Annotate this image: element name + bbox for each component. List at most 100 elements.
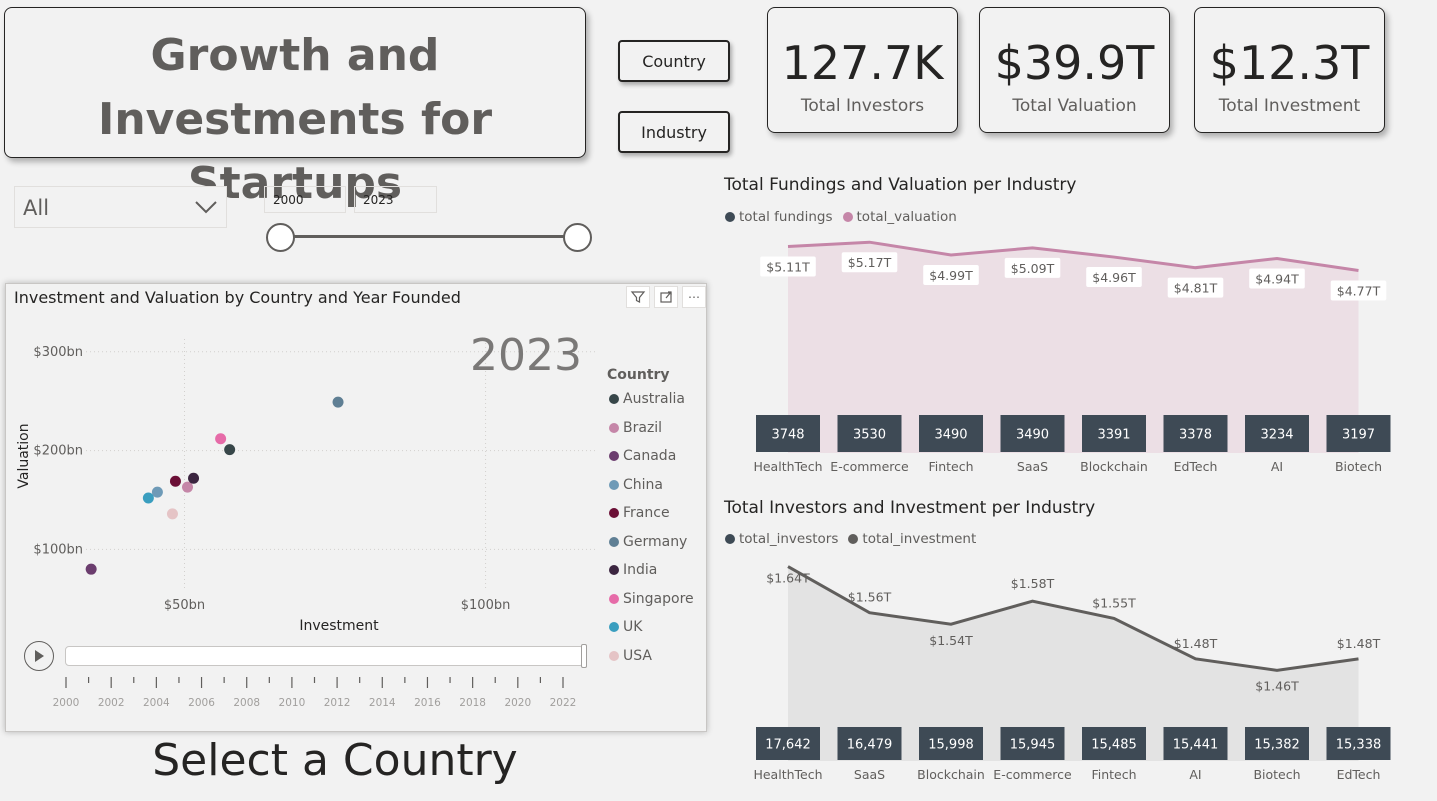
filter-icon[interactable] xyxy=(626,286,650,308)
year-slider-start-handle[interactable] xyxy=(266,223,295,252)
scatter-point-usa xyxy=(166,508,178,520)
more-options-icon[interactable]: ⋯ xyxy=(682,286,706,308)
bar-value-label: 3490 xyxy=(934,428,967,443)
bar-value-label: 3530 xyxy=(853,428,886,443)
line-label-box xyxy=(923,264,979,285)
line-label-box xyxy=(1249,268,1305,289)
country-dropdown[interactable]: All xyxy=(14,186,227,228)
bar-value-label: 16,479 xyxy=(847,738,893,753)
year-slider-track[interactable] xyxy=(281,235,578,238)
category-label: E-commerce xyxy=(830,459,909,474)
kpi-total-valuation: $39.9T Total Valuation xyxy=(979,7,1170,133)
timeline-tick-label: 2018 xyxy=(459,697,486,709)
timeline-tick-label: 2014 xyxy=(369,697,396,709)
play-axis-handle[interactable] xyxy=(581,644,587,668)
timeline-tick-label: 2016 xyxy=(414,697,441,709)
legend-dot xyxy=(609,394,619,404)
year-start-input[interactable]: 2000 xyxy=(264,186,346,213)
dropdown-selected-value: All xyxy=(23,196,50,220)
legend-label: total_investors xyxy=(739,531,839,547)
focus-mode-icon[interactable] xyxy=(654,286,678,308)
category-label: HealthTech xyxy=(753,767,822,782)
legend-item-australia[interactable]: Australia xyxy=(609,391,685,407)
kpi-label: Total Valuation xyxy=(1012,96,1137,116)
category-label: Blockchain xyxy=(917,767,985,782)
legend-item-india[interactable]: India xyxy=(609,562,657,578)
category-label: Biotech xyxy=(1253,767,1300,782)
bar-value-label: 15,338 xyxy=(1336,738,1382,753)
legend-title: Country xyxy=(607,367,670,383)
legend-item-singapore[interactable]: Singapore xyxy=(609,591,694,607)
legend-dot xyxy=(725,212,735,222)
chevron-down-icon xyxy=(195,201,217,214)
category-label: SaaS xyxy=(854,767,885,782)
line-area-fill xyxy=(788,566,1359,761)
legend-item-france[interactable]: France xyxy=(609,505,670,521)
legend-label: Canada xyxy=(623,448,677,464)
bar-biotech xyxy=(1326,415,1391,452)
bar-healthtech xyxy=(756,727,820,760)
legend-label: Brazil xyxy=(623,419,663,436)
kpi-value: $12.3T xyxy=(1209,36,1370,90)
category-label: EdTech xyxy=(1174,459,1218,474)
category-label: Biotech xyxy=(1335,459,1382,474)
legend-item-usa[interactable]: USA xyxy=(609,648,652,664)
x-tick-label: $50bn xyxy=(164,598,205,613)
kpi-label: Total Investors xyxy=(800,96,925,116)
bar-fintech xyxy=(1082,727,1146,760)
scatter-point-uk xyxy=(142,492,154,504)
play-icon xyxy=(35,650,44,662)
fundings-valuation-legend: total fundings total_valuation xyxy=(725,209,957,225)
legend-item-uk[interactable]: UK xyxy=(609,619,642,635)
investors-investment-chart[interactable]: 17,642 HealthTech 16,479 SaaS 15,998 Blockcha… xyxy=(750,555,1430,795)
play-axis-year: 2023 xyxy=(470,330,582,381)
line-label-box xyxy=(760,256,816,277)
category-label: AI xyxy=(1189,767,1201,782)
line-value-label: $4.94T xyxy=(1255,271,1299,286)
scatter-point-brazil xyxy=(182,481,194,493)
legend-dot xyxy=(609,479,619,490)
investors-investment-chart-title: Total Investors and Investment per Indus… xyxy=(724,498,1096,518)
timeline-tick-label: 2012 xyxy=(324,697,351,709)
bar-value-label: 3378 xyxy=(1179,428,1212,443)
scatter-point-china xyxy=(151,486,163,498)
bar-value-label: 3234 xyxy=(1260,428,1293,443)
year-slider-end-handle[interactable] xyxy=(563,223,592,252)
play-axis-track[interactable] xyxy=(65,646,584,666)
legend-dot xyxy=(609,508,619,518)
country-button[interactable]: Country xyxy=(618,40,730,82)
scatter-point-canada xyxy=(85,563,97,575)
line-label-box xyxy=(1330,280,1387,301)
bar-value-label: 3391 xyxy=(1097,428,1130,443)
legend-item-brazil[interactable]: Brazil xyxy=(609,420,662,436)
fundings-valuation-chart[interactable]: 3748 HealthTech 3530 E-commerce 3490 Fintech 3… xyxy=(750,225,1430,485)
dashboard-title: Growth and Investments for Startups xyxy=(97,30,493,209)
line-value-label: $4.96T xyxy=(1092,270,1136,285)
timeline-tick-label: 2006 xyxy=(188,697,215,709)
line-value-label: $1.46T xyxy=(1255,678,1299,693)
line-value-label: $4.77T xyxy=(1337,284,1381,299)
year-end-input[interactable]: 2023 xyxy=(354,186,437,213)
bar-e-commerce xyxy=(837,415,902,452)
line-value-label: $4.99T xyxy=(929,268,973,283)
legend-dot xyxy=(609,422,619,433)
category-label: Fintech xyxy=(928,459,973,474)
line-value-label: $5.17T xyxy=(848,255,892,270)
legend-item-germany[interactable]: Germany xyxy=(609,534,687,550)
scatter-point-australia xyxy=(224,444,236,456)
bar-fintech xyxy=(919,415,983,452)
legend-label: UK xyxy=(623,619,643,635)
legend-label: Singapore xyxy=(623,590,694,607)
industry-button[interactable]: Industry xyxy=(618,111,730,153)
legend-label: total fundings xyxy=(739,209,833,225)
legend-label: total_investment xyxy=(862,531,977,547)
scatter-chart-visual[interactable]: Investment and Valuation by Country and … xyxy=(5,283,707,732)
y-tick-label: $100bn xyxy=(33,542,83,557)
play-button[interactable] xyxy=(24,641,54,671)
bar-saas xyxy=(837,727,902,760)
line-value-label: $1.54T xyxy=(929,633,973,648)
legend-item-china[interactable]: China xyxy=(609,477,663,493)
legend-label: USA xyxy=(623,647,652,664)
legend-item-canada[interactable]: Canada xyxy=(609,448,676,464)
timeline-tick-label: 2020 xyxy=(504,697,531,709)
